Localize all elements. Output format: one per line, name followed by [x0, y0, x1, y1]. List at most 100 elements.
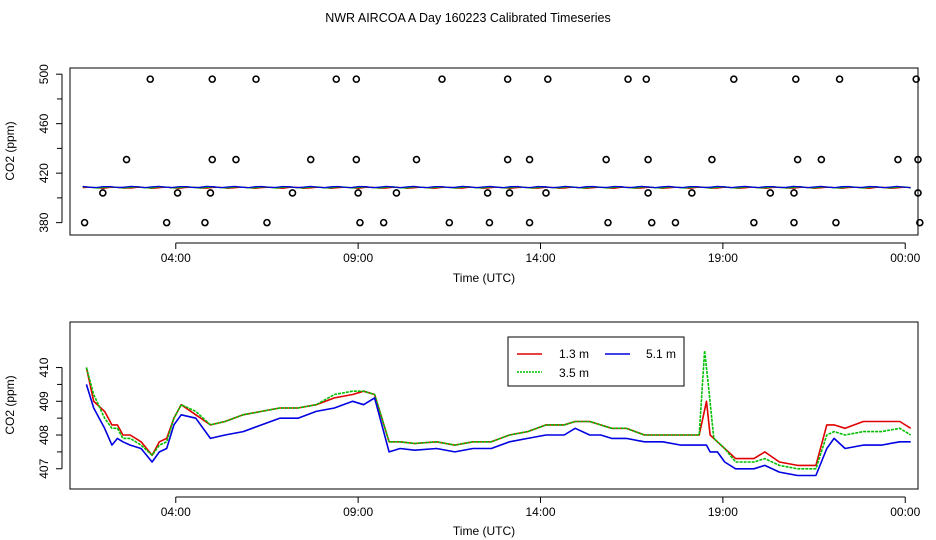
calibration-point	[379, 218, 388, 227]
calibration-point	[894, 155, 902, 164]
calibration-point	[162, 218, 171, 227]
bottom-y-axis-label: CO2 (ppm)	[3, 375, 17, 434]
legend-box	[507, 336, 685, 387]
bottom-x-axis: 04:00 09:00 14:00 19:00 00:00	[161, 496, 921, 519]
calibration-point	[792, 75, 800, 83]
top-y-axis-label: CO2 (ppm)	[3, 121, 17, 180]
bottom-x-axis-label: Time (UTC)	[453, 524, 515, 538]
calibration-point	[438, 75, 446, 83]
calibration-point	[602, 155, 610, 164]
calibration-point	[208, 155, 217, 164]
calibration-point	[912, 75, 920, 83]
calibration-point	[790, 218, 798, 227]
bottom-chart-marks	[85, 349, 912, 477]
calibration-point	[503, 75, 512, 83]
calibration-point	[354, 189, 362, 197]
x-tick-label: 00:00	[890, 505, 920, 519]
y-tick-label: 460	[37, 113, 51, 133]
calibration-point	[232, 155, 240, 164]
x-tick-label: 00:00	[890, 251, 920, 265]
top-panel: 04:00 09:00 14:00 19:00 00:00 380 420 460 500 T…	[3, 64, 924, 285]
legend: 1.3 m 5.1 m 3.5 m	[507, 336, 685, 387]
calibration-point	[122, 155, 131, 164]
x-tick-label: 14:00	[525, 505, 555, 519]
top-series-line	[82, 185, 911, 189]
calibration-point	[352, 155, 361, 164]
calibration-point	[766, 189, 775, 197]
calibration-point	[332, 75, 341, 83]
calibration-point	[647, 218, 656, 227]
y-tick-label: 500	[37, 64, 51, 84]
calibration-point	[543, 75, 552, 83]
calibration-point	[392, 189, 401, 197]
top-chart-marks	[80, 75, 924, 227]
calibration-point	[525, 218, 534, 227]
calibration-point	[730, 75, 738, 83]
calibration-point	[793, 155, 802, 164]
series-line-5-1-m	[85, 384, 911, 477]
calibration-point	[483, 189, 492, 197]
y-tick-label: 420	[37, 163, 51, 183]
calibration-point	[671, 218, 680, 227]
calibration-point	[916, 218, 924, 227]
calibration-point	[790, 189, 798, 197]
calibration-point	[644, 155, 652, 164]
x-tick-label: 09:00	[343, 251, 373, 265]
calibration-point	[288, 189, 297, 197]
calibration-point	[252, 75, 260, 83]
legend-label-5-1m: 5.1 m	[646, 347, 676, 361]
calibration-point	[208, 75, 217, 83]
calibration-point	[750, 218, 758, 227]
calibration-point	[485, 218, 494, 227]
top-plot-box	[69, 67, 919, 236]
x-tick-label: 09:00	[343, 505, 373, 519]
top-y-axis: 380 420 460 500	[37, 64, 63, 233]
calibration-point	[624, 75, 632, 83]
calibration-point	[503, 155, 512, 164]
calibration-point	[352, 75, 361, 83]
calibration-point	[688, 189, 696, 197]
calibration-point	[604, 218, 612, 227]
calibration-point	[80, 218, 89, 227]
x-tick-label: 04:00	[161, 505, 191, 519]
calibration-point	[708, 155, 716, 164]
calibration-point	[817, 155, 826, 164]
x-tick-label: 19:00	[708, 251, 738, 265]
calibration-point	[445, 218, 454, 227]
calibration-point	[146, 75, 155, 83]
series-line-3-5-m	[85, 349, 912, 470]
calibration-point	[644, 189, 652, 197]
x-tick-label: 04:00	[161, 251, 191, 265]
calibration-point	[832, 218, 840, 227]
y-tick-label: 410	[37, 357, 51, 377]
calibration-point	[201, 218, 209, 227]
calibration-point	[914, 189, 922, 197]
legend-label-3-5m: 3.5 m	[559, 366, 589, 380]
y-tick-label: 408	[37, 425, 51, 445]
calibration-point	[525, 155, 534, 164]
calibration-point	[206, 189, 215, 197]
calibration-point	[914, 155, 922, 164]
calibration-point	[356, 218, 364, 227]
calibration-point	[173, 189, 182, 197]
x-tick-label: 14:00	[525, 251, 555, 265]
bottom-panel: 04:00 09:00 14:00 19:00 00:00 407 408 409 410 T…	[3, 321, 921, 538]
calibration-point	[642, 75, 651, 83]
x-tick-label: 19:00	[708, 505, 738, 519]
bottom-y-axis: 407 408 409 410	[37, 357, 63, 479]
calibration-point	[412, 155, 421, 164]
bottom-plot-box	[69, 321, 919, 490]
top-x-axis-label: Time (UTC)	[453, 271, 515, 285]
calibration-point	[99, 189, 107, 197]
y-tick-label: 407	[37, 458, 51, 478]
calibration-point	[505, 189, 514, 197]
y-tick-label: 380	[37, 212, 51, 232]
y-tick-label: 409	[37, 391, 51, 411]
legend-label-1-3m: 1.3 m	[559, 347, 589, 361]
figure-title: NWR AIRCOA A Day 160223 Calibrated Times…	[325, 11, 611, 25]
series-line-1-3-m	[85, 367, 912, 467]
calibration-point	[263, 218, 271, 227]
top-x-axis: 04:00 09:00 14:00 19:00 00:00	[161, 242, 921, 265]
calibration-point	[542, 189, 550, 197]
